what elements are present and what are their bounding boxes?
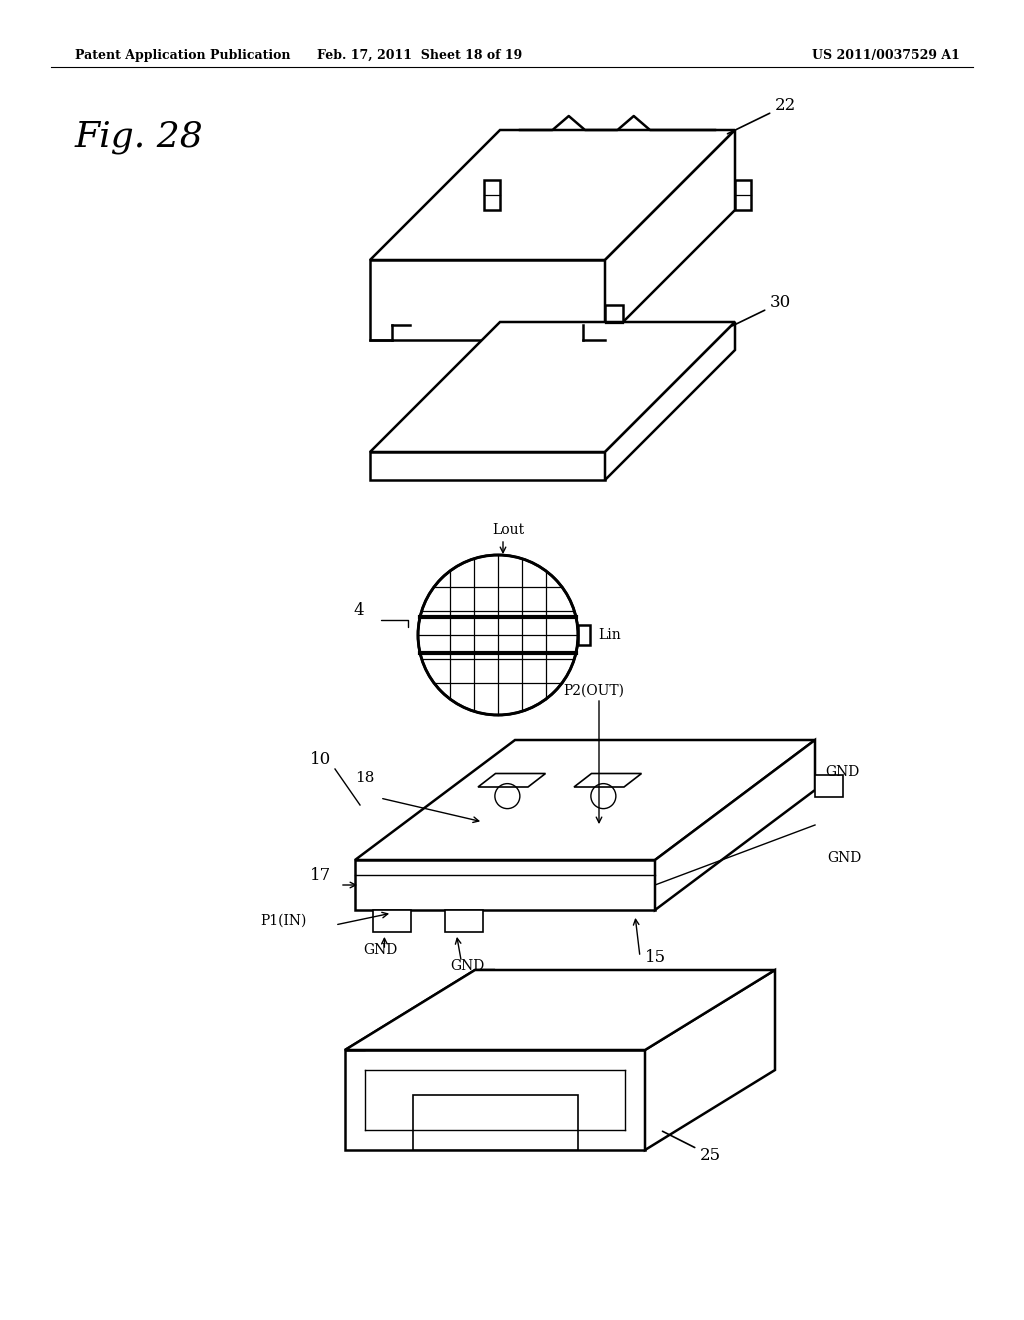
Text: 15: 15 <box>645 949 667 966</box>
Text: GND: GND <box>825 766 859 779</box>
Text: 4: 4 <box>353 602 364 619</box>
Text: GND: GND <box>827 851 861 865</box>
Text: Patent Application Publication: Patent Application Publication <box>75 49 291 62</box>
Polygon shape <box>370 260 605 341</box>
Polygon shape <box>413 1096 578 1150</box>
Polygon shape <box>574 774 641 787</box>
Text: Lout: Lout <box>492 523 524 537</box>
Text: Feb. 17, 2011  Sheet 18 of 19: Feb. 17, 2011 Sheet 18 of 19 <box>317 49 522 62</box>
Text: 10: 10 <box>310 751 331 768</box>
Polygon shape <box>355 861 655 909</box>
Polygon shape <box>355 741 815 861</box>
Text: P1(IN): P1(IN) <box>260 913 306 928</box>
Text: 18: 18 <box>355 771 375 785</box>
Polygon shape <box>373 909 411 932</box>
Polygon shape <box>370 129 735 260</box>
Text: Fig. 28: Fig. 28 <box>75 120 204 154</box>
Polygon shape <box>605 129 735 341</box>
Polygon shape <box>370 451 605 480</box>
Polygon shape <box>578 624 590 645</box>
Polygon shape <box>345 970 495 1049</box>
Polygon shape <box>484 180 500 210</box>
Text: US 2011/0037529 A1: US 2011/0037529 A1 <box>812 49 961 62</box>
Polygon shape <box>445 909 483 932</box>
Text: 25: 25 <box>663 1131 721 1164</box>
Text: GND: GND <box>362 942 397 957</box>
Circle shape <box>418 554 578 715</box>
Text: P2(OUT): P2(OUT) <box>563 684 625 698</box>
Polygon shape <box>655 741 815 909</box>
Polygon shape <box>345 1049 645 1150</box>
Text: 17: 17 <box>310 867 331 884</box>
Text: 22: 22 <box>727 96 797 133</box>
Text: Lin: Lin <box>598 628 621 642</box>
Polygon shape <box>815 775 843 797</box>
Polygon shape <box>478 774 546 787</box>
Polygon shape <box>645 970 775 1150</box>
Polygon shape <box>345 970 775 1049</box>
Text: GND: GND <box>450 960 484 973</box>
Text: 30: 30 <box>732 294 792 326</box>
Polygon shape <box>370 322 735 451</box>
Polygon shape <box>735 180 751 210</box>
Polygon shape <box>605 305 623 341</box>
Polygon shape <box>605 322 735 480</box>
